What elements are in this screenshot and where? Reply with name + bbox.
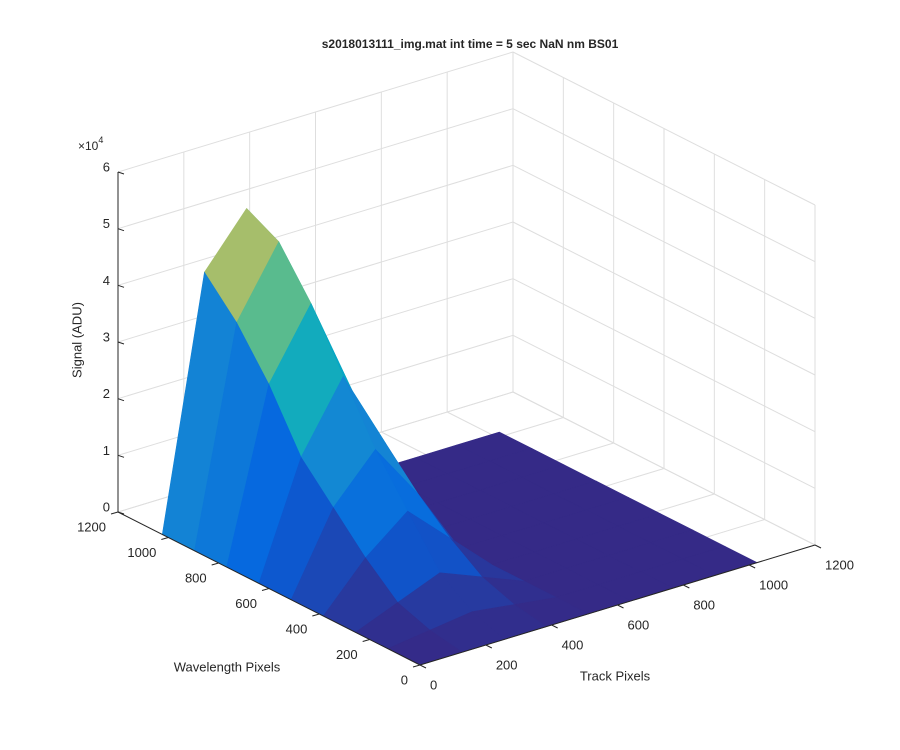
y-tick — [362, 639, 370, 642]
x-tick-label: 400 — [562, 637, 584, 652]
x-tick-label: 1200 — [825, 557, 854, 572]
grid-line — [117, 164, 514, 286]
y-tick — [161, 537, 169, 540]
y-tick — [312, 613, 320, 617]
y-tick-label: 200 — [336, 647, 358, 662]
z-tick — [117, 228, 125, 232]
x-tick — [748, 564, 756, 569]
z-multiplier: ×104 — [78, 135, 103, 153]
x-tick-label: 0 — [430, 677, 437, 692]
y-tick — [110, 511, 119, 515]
z-tick — [117, 284, 125, 288]
y-axis-label: Wavelength Pixels — [174, 659, 281, 674]
y-tick-label: 800 — [185, 570, 207, 585]
z-tick-label: 0 — [103, 499, 110, 514]
x-tick — [683, 584, 690, 589]
grid-line — [117, 108, 514, 230]
y-tick-label: 1200 — [77, 519, 106, 534]
y-tick — [211, 562, 219, 566]
grid-line — [512, 51, 816, 206]
y-tick — [261, 588, 270, 591]
z-tick — [117, 341, 125, 345]
z-axis-label: Signal (ADU) — [69, 302, 84, 378]
grid-line — [512, 108, 816, 263]
x-tick — [551, 624, 558, 629]
z-tick — [117, 398, 125, 402]
x-tick-label: 1000 — [759, 577, 788, 592]
z-multiplier-exponent: 4 — [98, 135, 103, 145]
x-tick — [617, 604, 624, 609]
y-tick-label: 400 — [286, 621, 308, 636]
y-tick — [412, 664, 421, 668]
grid-line — [117, 51, 514, 173]
x-tick — [814, 544, 822, 549]
grid-line — [117, 221, 514, 343]
grid-line — [512, 221, 816, 376]
z-tick — [117, 454, 125, 458]
y-tick-label: 1000 — [127, 545, 156, 560]
grid-line — [512, 278, 816, 433]
grid-line — [512, 164, 816, 319]
x-tick-label: 800 — [693, 597, 715, 612]
z-multiplier-base: ×10 — [78, 139, 99, 153]
z-tick-label: 2 — [103, 386, 110, 401]
grid-line — [512, 334, 816, 489]
z-tick-label: 4 — [103, 273, 110, 288]
z-tick-label: 6 — [103, 159, 110, 174]
y-tick-label: 0 — [401, 672, 408, 687]
z-tick — [117, 171, 125, 175]
x-tick-label: 600 — [628, 617, 650, 632]
z-tick-label: 3 — [103, 329, 110, 344]
x-tick — [419, 664, 427, 669]
x-tick — [485, 644, 493, 649]
x-axis-label: Track Pixels — [580, 668, 651, 683]
grid-line — [512, 391, 816, 546]
chart-title: s2018013111_img.mat int time = 5 sec NaN… — [322, 37, 619, 51]
x-tick-label: 200 — [496, 657, 518, 672]
z-tick — [117, 511, 125, 515]
z-tick-label: 5 — [103, 216, 110, 231]
y-tick-label: 600 — [235, 596, 257, 611]
z-tick-label: 1 — [103, 443, 110, 458]
